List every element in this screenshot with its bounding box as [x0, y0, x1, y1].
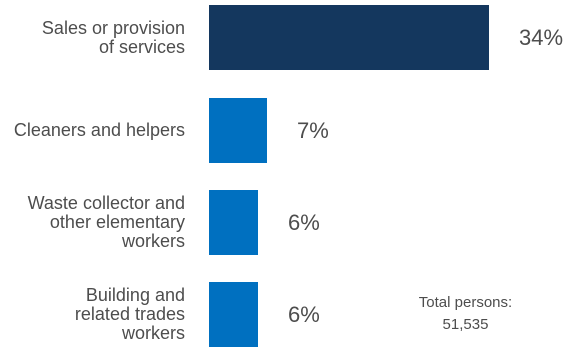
- bar-3: [209, 190, 258, 255]
- category-label-line: Sales or provision: [41, 18, 185, 38]
- total-persons-note: Total persons: 51,535: [408, 292, 523, 336]
- category-label-line: Waste collector and: [27, 193, 185, 213]
- category-label-3: Waste collector and other elementary worke…: [28, 194, 185, 251]
- category-label-line: related trades: [74, 304, 185, 324]
- total-persons-value: 51,535: [442, 316, 489, 333]
- category-label-4: Building and related trades workers: [75, 286, 185, 343]
- bar-2: [209, 98, 267, 163]
- category-label-line: Cleaners and helpers: [13, 120, 185, 140]
- category-label-line: of services: [98, 37, 185, 57]
- category-label-line: Building and: [85, 285, 185, 305]
- category-label-line: other elementary: [49, 212, 185, 232]
- value-label-2: 7%: [297, 117, 329, 143]
- category-label-2: Cleaners and helpers: [14, 121, 185, 140]
- value-label-1: 34%: [519, 24, 564, 50]
- bar-1: [209, 5, 489, 70]
- value-label-3: 6%: [288, 209, 320, 235]
- category-label-line: workers: [121, 231, 185, 251]
- value-label-4: 6%: [288, 301, 320, 327]
- total-persons-label: Total persons:: [418, 294, 513, 311]
- bar-4: [209, 282, 258, 347]
- category-label-line: workers: [121, 323, 185, 343]
- category-label-1: Sales or provision of services: [42, 19, 185, 57]
